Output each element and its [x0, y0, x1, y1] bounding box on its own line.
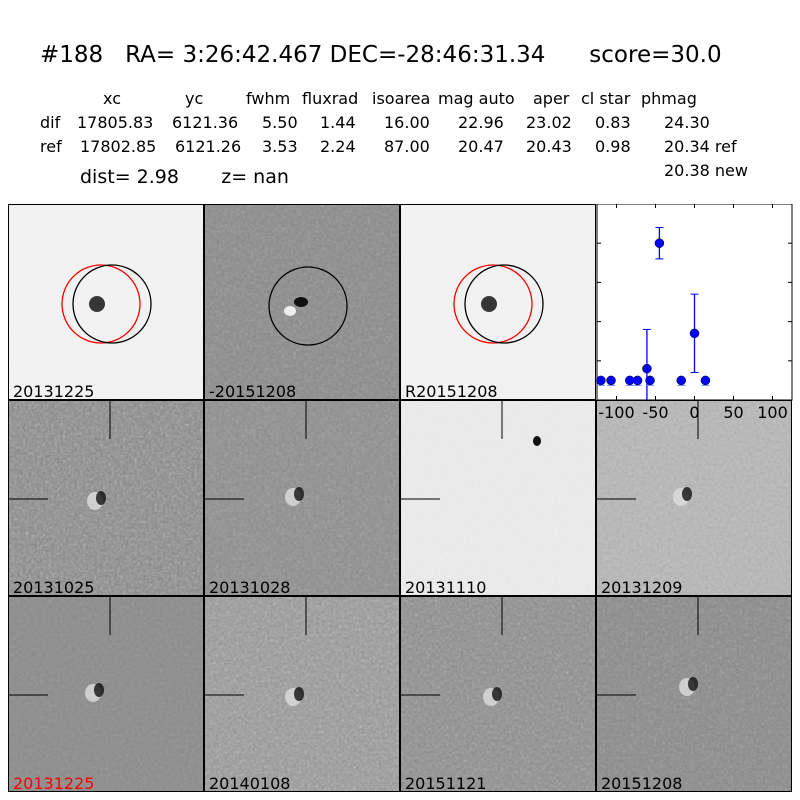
table-cell: 1.44 — [320, 113, 356, 132]
stamp-image — [401, 205, 595, 399]
row-label: dif — [40, 113, 61, 132]
phmag-new: 20.38 new — [664, 161, 748, 180]
table-cell: 16.00 — [384, 113, 430, 132]
image-stamp: 20131110 — [400, 400, 596, 596]
image-stamp: 20131225 — [8, 596, 204, 792]
table-cell: 17805.83 — [77, 113, 154, 132]
table-cell: 20.34 ref — [664, 137, 737, 156]
table-cell: 22.96 — [458, 113, 504, 132]
table-cell: 5.50 — [262, 113, 298, 132]
column-header: fluxrad — [302, 89, 359, 108]
stamp-image — [401, 401, 595, 595]
x-tick-label: 100 — [757, 403, 788, 422]
stamp-image — [9, 205, 203, 399]
table-cell: 2.24 — [320, 137, 356, 156]
data-point — [654, 238, 665, 248]
image-stamp: 20131025 — [8, 400, 204, 596]
dec: DEC=-28:46:31.34 — [329, 42, 546, 68]
x-tick-label: -100 — [598, 403, 634, 422]
stamp-image — [401, 597, 595, 791]
column-header: mag auto — [438, 89, 515, 108]
column-header: aper — [533, 89, 570, 108]
dist: dist= 2.98 — [80, 166, 179, 188]
stamp-image — [205, 205, 399, 399]
image-stamp: -20151208 — [204, 204, 400, 400]
x-tick-label: 50 — [723, 403, 743, 422]
dif-circle — [72, 264, 152, 344]
stamp-date-label: 20131110 — [405, 578, 487, 596]
stamp-date-label: 20151208 — [601, 774, 683, 792]
candidate-id: #188 — [40, 42, 104, 68]
data-point — [606, 375, 616, 386]
z: z= nan — [221, 166, 289, 188]
table-cell: 6121.36 — [172, 113, 239, 132]
table-cell: 23.02 — [526, 113, 572, 132]
stamp-image — [9, 597, 203, 791]
table-cell: 24.30 — [664, 113, 710, 132]
table-cell: 20.47 — [458, 137, 504, 156]
stamp-image — [9, 401, 203, 595]
image-stamp: R20151208 — [400, 204, 596, 400]
table-cell: 0.83 — [595, 113, 631, 132]
image-stamp: 20151121 — [400, 596, 596, 792]
column-header: yc — [185, 89, 204, 108]
table-cell: 87.00 — [384, 137, 430, 156]
data-point — [676, 375, 686, 386]
score: score=30.0 — [589, 42, 722, 68]
stamp-image — [205, 597, 399, 791]
stamp-image — [597, 597, 791, 791]
table-cell: 17802.85 — [80, 137, 157, 156]
x-tick-label: -50 — [642, 403, 668, 422]
data-point — [700, 375, 711, 386]
stamp-image — [597, 401, 791, 595]
table-cell: 3.53 — [262, 137, 298, 156]
source-blob — [89, 296, 105, 312]
table-cell: 6121.26 — [175, 137, 242, 156]
ref-circle — [61, 264, 141, 344]
image-stamp: 20140108 — [204, 596, 400, 792]
data-point — [632, 375, 643, 386]
ref-circle — [453, 264, 533, 344]
data-point — [645, 375, 655, 386]
stamp-date-label: 20131225 — [13, 382, 95, 400]
column-header: cl star — [581, 89, 631, 108]
image-stamp: 20131225 — [8, 204, 204, 400]
stamp-date-label: 20140108 — [209, 774, 291, 792]
data-point — [642, 363, 652, 374]
column-header: fwhm — [246, 89, 291, 108]
column-header: isoarea — [372, 89, 431, 108]
stamp-date-label: 20131225 — [13, 774, 95, 792]
dif-circle — [464, 264, 544, 344]
stamp-date-label: 20131028 — [209, 578, 291, 596]
source-blob — [481, 296, 497, 312]
stamp-image — [205, 401, 399, 595]
data-point — [689, 328, 700, 339]
figure-title: #188 RA= 3:26:42.467 DEC=-28:46:31.34 sc… — [40, 42, 722, 68]
column-header: xc — [103, 89, 121, 108]
data-point — [596, 375, 606, 386]
dist-z: dist= 2.98 z= nan — [80, 166, 289, 188]
row-label: ref — [40, 137, 62, 156]
dif-circle — [268, 266, 348, 346]
stamp-date-label: R20151208 — [405, 382, 498, 400]
table-cell: 20.43 — [526, 137, 572, 156]
image-stamp: 20131028 — [204, 400, 400, 596]
image-stamp: 20151208 — [596, 596, 792, 792]
table-cell: 0.98 — [595, 137, 631, 156]
image-stamp: 20131209 — [596, 400, 792, 596]
stamp-date-label: -20151208 — [209, 382, 297, 400]
ra: RA= 3:26:42.467 — [125, 42, 323, 68]
stamp-date-label: 20131025 — [13, 578, 95, 596]
stamp-date-label: 20131209 — [601, 578, 683, 596]
x-tick-label: 0 — [689, 403, 699, 422]
stamp-date-label: 20151121 — [405, 774, 487, 792]
column-header: phmag — [641, 89, 697, 108]
